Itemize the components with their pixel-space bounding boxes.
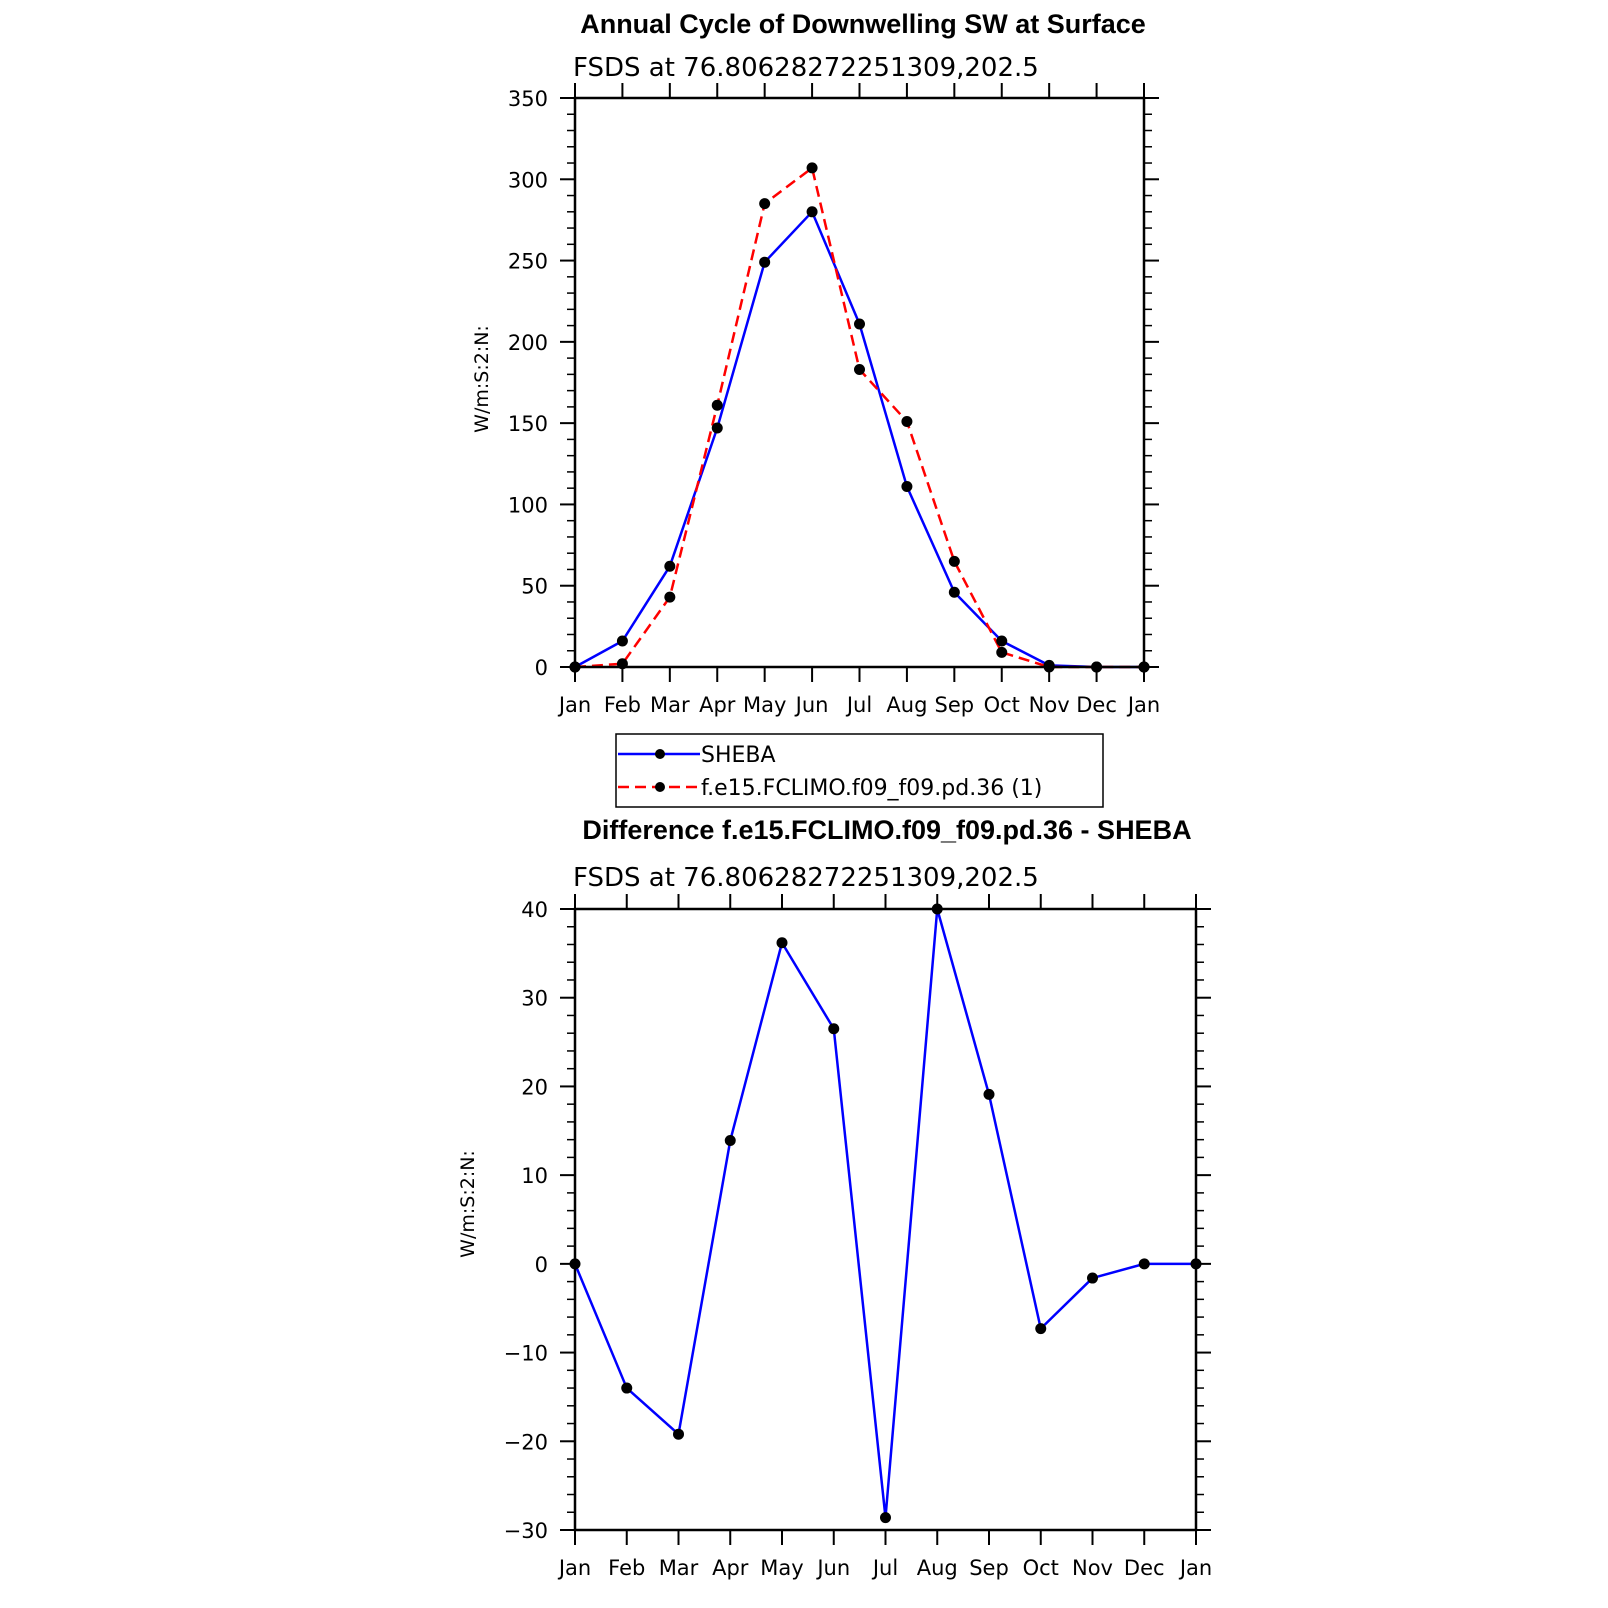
series-points [569, 903, 1202, 1524]
legend: SHEBA f.e15.FCLIMO.f09_f09.pd.36 (1) [615, 733, 1104, 808]
data-point [806, 162, 818, 174]
x-tick-label: Jan [1178, 1556, 1212, 1580]
series-line-0 [574, 210, 1144, 669]
y-tick-label: 100 [508, 493, 548, 517]
y-tick-labels: −30 −20 −10 0 10 20 30 40 [504, 898, 548, 1543]
y-tick-labels: 0 50 100 150 200 250 300 350 [508, 87, 548, 680]
x-tick-label: Jan [557, 693, 591, 717]
y-tick-label: 20 [521, 1075, 548, 1099]
data-point [1087, 1272, 1098, 1284]
x-tick-label: Oct [984, 693, 1020, 717]
x-tick-label: May [743, 693, 786, 717]
data-point [616, 635, 628, 647]
data-point [901, 481, 913, 493]
series-lines [574, 166, 1144, 669]
data-point [948, 555, 960, 567]
x-tick-label: Oct [1023, 1556, 1059, 1580]
data-point [901, 416, 913, 428]
y-tick-label: 150 [508, 412, 548, 436]
x-tick-label: Jul [871, 1556, 898, 1580]
y-tick-label: 250 [508, 250, 548, 274]
x-tick-label: Nov [1029, 693, 1070, 717]
y-tick-label: 0 [535, 1253, 548, 1277]
series-line-1 [574, 166, 1144, 669]
data-point [806, 206, 818, 218]
x-tick-label: Jun [794, 693, 829, 717]
data-point [1035, 1323, 1047, 1335]
x-tick-label: Dec [1076, 693, 1117, 717]
y-tick-label: 0 [535, 656, 548, 680]
x-tick-labels: Jan Feb Mar Apr May Jun Jul Aug Sep Oct Nov Dec Jan [557, 1556, 1212, 1580]
data-point [664, 560, 676, 572]
data-point [759, 256, 771, 268]
y-tick-label: −30 [504, 1519, 548, 1543]
data-point [983, 1088, 995, 1100]
y-axis-label: W/m:S:2:N: [457, 1150, 479, 1258]
data-point [1138, 1258, 1150, 1270]
data-point [673, 1428, 684, 1440]
data-point [621, 1382, 633, 1394]
chart-title: Annual Cycle of Downwelling SW at Surfac… [580, 9, 1146, 39]
legend-box [615, 733, 1104, 808]
data-point [854, 318, 865, 330]
x-tick-label: May [760, 1556, 803, 1580]
x-tick-label: Jul [845, 693, 872, 717]
data-point [711, 399, 723, 411]
legend-marker-sheba [655, 749, 665, 759]
legend-label-sheba: SHEBA [701, 743, 776, 768]
y-axis-label: W/m:S:2:N: [471, 325, 493, 433]
x-tick-label: Sep [969, 1556, 1009, 1580]
x-tick-label: Apr [712, 1556, 749, 1580]
chart-title: Difference f.e15.FCLIMO.f09_f09.pd.36 - … [582, 815, 1191, 845]
y-tick-label: −20 [504, 1430, 548, 1454]
y-tick-label: 30 [521, 987, 548, 1011]
x-tick-label: Mar [650, 693, 690, 717]
x-tick-label: Aug [917, 1556, 958, 1580]
x-tick-label: Aug [886, 693, 927, 717]
x-tick-label: Dec [1124, 1556, 1165, 1580]
chart-annual-cycle: Annual Cycle of Downwelling SW at Surfac… [471, 9, 1160, 808]
data-point [854, 363, 865, 375]
axis-ticks [560, 83, 1159, 682]
data-point [996, 635, 1008, 647]
series-lines [573, 907, 1196, 1519]
data-point [776, 937, 788, 949]
y-tick-label: −10 [504, 1342, 548, 1366]
chart-subtitle: FSDS at 76.80628272251309,202.5 [573, 863, 1039, 893]
y-tick-label: 300 [508, 168, 548, 192]
x-tick-label: Mar [659, 1556, 699, 1580]
data-point [996, 646, 1008, 658]
data-point [759, 198, 771, 210]
y-tick-label: 350 [508, 87, 548, 111]
y-tick-label: 200 [508, 331, 548, 355]
legend-label-model: f.e15.FCLIMO.f09_f09.pd.36 (1) [701, 776, 1042, 801]
y-tick-label: 40 [521, 898, 548, 922]
plot-frame [573, 96, 1146, 669]
y-tick-label: 50 [521, 575, 548, 599]
x-tick-label: Jun [815, 1556, 850, 1580]
x-tick-label: Sep [935, 693, 975, 717]
x-tick-label: Nov [1072, 1556, 1113, 1580]
series-line-0 [573, 907, 1196, 1519]
y-tick-label: 10 [521, 1164, 548, 1188]
data-point [664, 591, 676, 603]
series-points [569, 162, 1150, 673]
chart-difference: Difference f.e15.FCLIMO.f09_f09.pd.36 - … [457, 815, 1212, 1580]
data-point [828, 1023, 840, 1035]
x-tick-labels: Jan Feb Mar Apr May Jun Jul Aug Sep Oct Nov Dec Jan [557, 693, 1160, 717]
plot-frame [573, 907, 1198, 1532]
data-point [880, 1512, 891, 1524]
x-tick-label: Jan [1126, 693, 1160, 717]
data-point [724, 1135, 736, 1147]
legend-marker-model [655, 782, 665, 792]
x-tick-label: Feb [608, 1556, 645, 1580]
x-tick-label: Jan [557, 1556, 591, 1580]
data-point [711, 422, 723, 434]
x-tick-label: Feb [604, 693, 641, 717]
x-tick-label: Apr [699, 693, 736, 717]
data-point [948, 586, 960, 598]
axis-ticks [560, 894, 1211, 1545]
chart-subtitle: FSDS at 76.80628272251309,202.5 [573, 53, 1039, 83]
